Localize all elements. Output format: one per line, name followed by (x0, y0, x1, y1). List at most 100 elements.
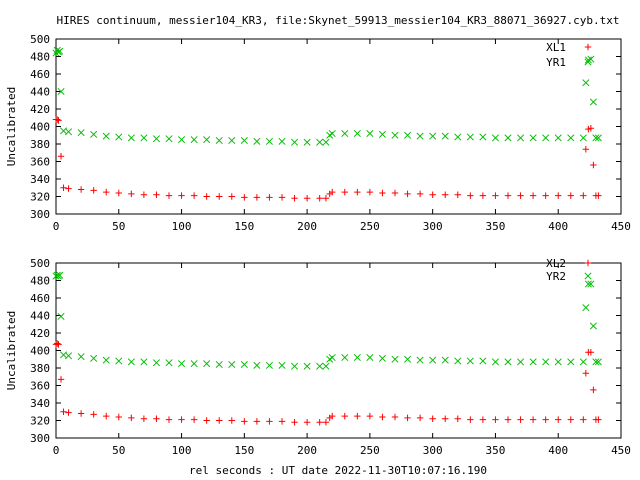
data-point (228, 360, 236, 369)
data-point (491, 134, 499, 142)
data-point (529, 416, 537, 423)
data-point (454, 191, 461, 198)
data-point (555, 416, 562, 423)
y-tick-label: 480 (30, 275, 50, 288)
x-tick-label: 0 (53, 444, 60, 457)
data-point (590, 386, 597, 394)
data-point (57, 153, 65, 160)
data-point (240, 136, 248, 145)
series-yr1 (52, 46, 602, 146)
data-point (57, 87, 65, 96)
data-point (454, 357, 462, 365)
panel-2: Uncalibrated 0 50 100 150 200 250 300 350 400 450… (5, 257, 631, 457)
panel-1: Uncalibrated 0 50 100 150 200 250 300 350 400 450… (5, 33, 631, 233)
data-point (178, 416, 185, 423)
data-point (115, 189, 122, 197)
data-point (77, 186, 85, 193)
data-point (554, 134, 562, 142)
data-point (165, 192, 173, 199)
x-tick-label: 300 (423, 220, 443, 233)
data-point (504, 416, 512, 423)
y-tick-label: 340 (30, 397, 50, 410)
legend-marker-yr1 (584, 58, 592, 66)
data-point (416, 414, 424, 422)
data-point (278, 418, 286, 425)
data-point (590, 161, 597, 169)
data-point (529, 358, 537, 366)
data-point (278, 137, 286, 145)
data-point (441, 132, 449, 140)
data-point (441, 356, 449, 364)
figure-title: HIRES continuum, messier104_KR3, file:Sk… (57, 14, 620, 27)
data-point (54, 116, 61, 123)
panel-1-frame (55, 38, 622, 215)
y-tick-label: 500 (30, 257, 50, 270)
data-point (595, 192, 602, 199)
data-point (416, 132, 424, 140)
legend-marker-xl1 (584, 43, 592, 51)
data-point (579, 134, 587, 142)
panel-1-ylabel: Uncalibrated (5, 87, 18, 166)
data-point (379, 189, 386, 197)
data-point (567, 192, 574, 199)
data-point (378, 354, 386, 362)
data-point (584, 56, 592, 64)
y-tick-label: 380 (30, 362, 50, 375)
y-tick-label: 440 (30, 86, 50, 99)
data-point (579, 358, 587, 366)
data-point (128, 190, 135, 198)
data-point (504, 192, 512, 199)
data-point (303, 138, 311, 146)
data-point (479, 357, 487, 365)
y-tick-label: 300 (30, 432, 50, 445)
legend-label-xl2: XL2 (546, 257, 566, 270)
data-point (316, 362, 324, 370)
data-point (60, 184, 67, 191)
data-point (589, 322, 597, 330)
data-point (65, 352, 73, 360)
data-point (529, 134, 537, 142)
y-tick-label: 320 (30, 415, 50, 428)
data-point (253, 137, 261, 145)
data-point (103, 188, 110, 196)
data-point (592, 358, 600, 366)
data-point (354, 188, 361, 196)
data-point (322, 362, 330, 370)
data-point (589, 98, 597, 106)
data-point (56, 47, 64, 55)
panel-2-ylabel: Uncalibrated (5, 311, 18, 390)
data-point (467, 416, 474, 423)
data-point (479, 416, 487, 423)
data-point (429, 191, 436, 198)
data-point (429, 132, 437, 140)
series-xl1 (52, 116, 602, 202)
data-point (115, 133, 123, 141)
data-point (567, 416, 574, 423)
data-point (291, 138, 299, 146)
y-tick-label: 460 (30, 68, 50, 81)
data-point (140, 358, 148, 366)
data-point (328, 129, 336, 138)
data-point (153, 191, 160, 198)
data-point (303, 362, 311, 370)
y-tick-label: 360 (30, 156, 50, 169)
data-point (341, 353, 349, 362)
data-point (454, 133, 462, 141)
data-point (291, 419, 298, 426)
data-point (278, 361, 286, 369)
data-point (152, 359, 160, 367)
data-point (592, 134, 600, 142)
data-point (567, 134, 575, 142)
x-tick-label: 250 (360, 444, 380, 457)
data-point (391, 355, 399, 363)
data-point (215, 360, 223, 369)
data-point (228, 193, 235, 200)
y-tick-label: 480 (30, 51, 50, 64)
data-point (278, 194, 286, 201)
data-point (322, 419, 330, 426)
data-point (291, 195, 298, 202)
data-point (190, 416, 198, 423)
data-point (77, 129, 85, 137)
data-point (178, 360, 186, 368)
